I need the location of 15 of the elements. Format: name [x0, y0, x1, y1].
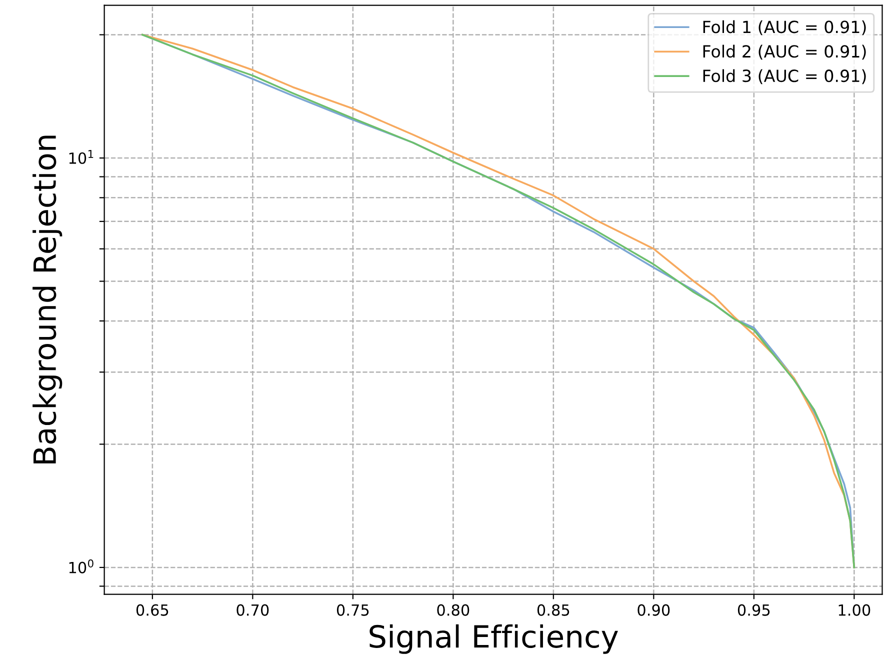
- x-tick-label: 0.75: [336, 604, 369, 616]
- x-tick-label: 0.70: [236, 604, 269, 616]
- y-tick-label: 10$^{1}$: [69, 150, 94, 164]
- x-tick-label: 1.00: [838, 604, 870, 616]
- x-tick-label: 0.95: [738, 604, 770, 616]
- legend-label: Fold 1 (AUC = 0.91): [703, 20, 866, 36]
- x-tick-label: 0.80: [437, 604, 470, 616]
- y-tick-label: 10$^{0}$: [69, 559, 94, 574]
- y-axis-title: Background Rejection: [32, 136, 62, 464]
- x-tick-label: 0.90: [638, 604, 670, 616]
- legend-label: Fold 2 (AUC = 0.91): [703, 44, 866, 60]
- x-tick-label: 0.85: [537, 604, 570, 616]
- x-tick-label: 0.65: [136, 604, 168, 616]
- legend-label: Fold 3 (AUC = 0.91): [703, 69, 866, 84]
- x-axis-title: Signal Efficiency: [370, 624, 618, 654]
